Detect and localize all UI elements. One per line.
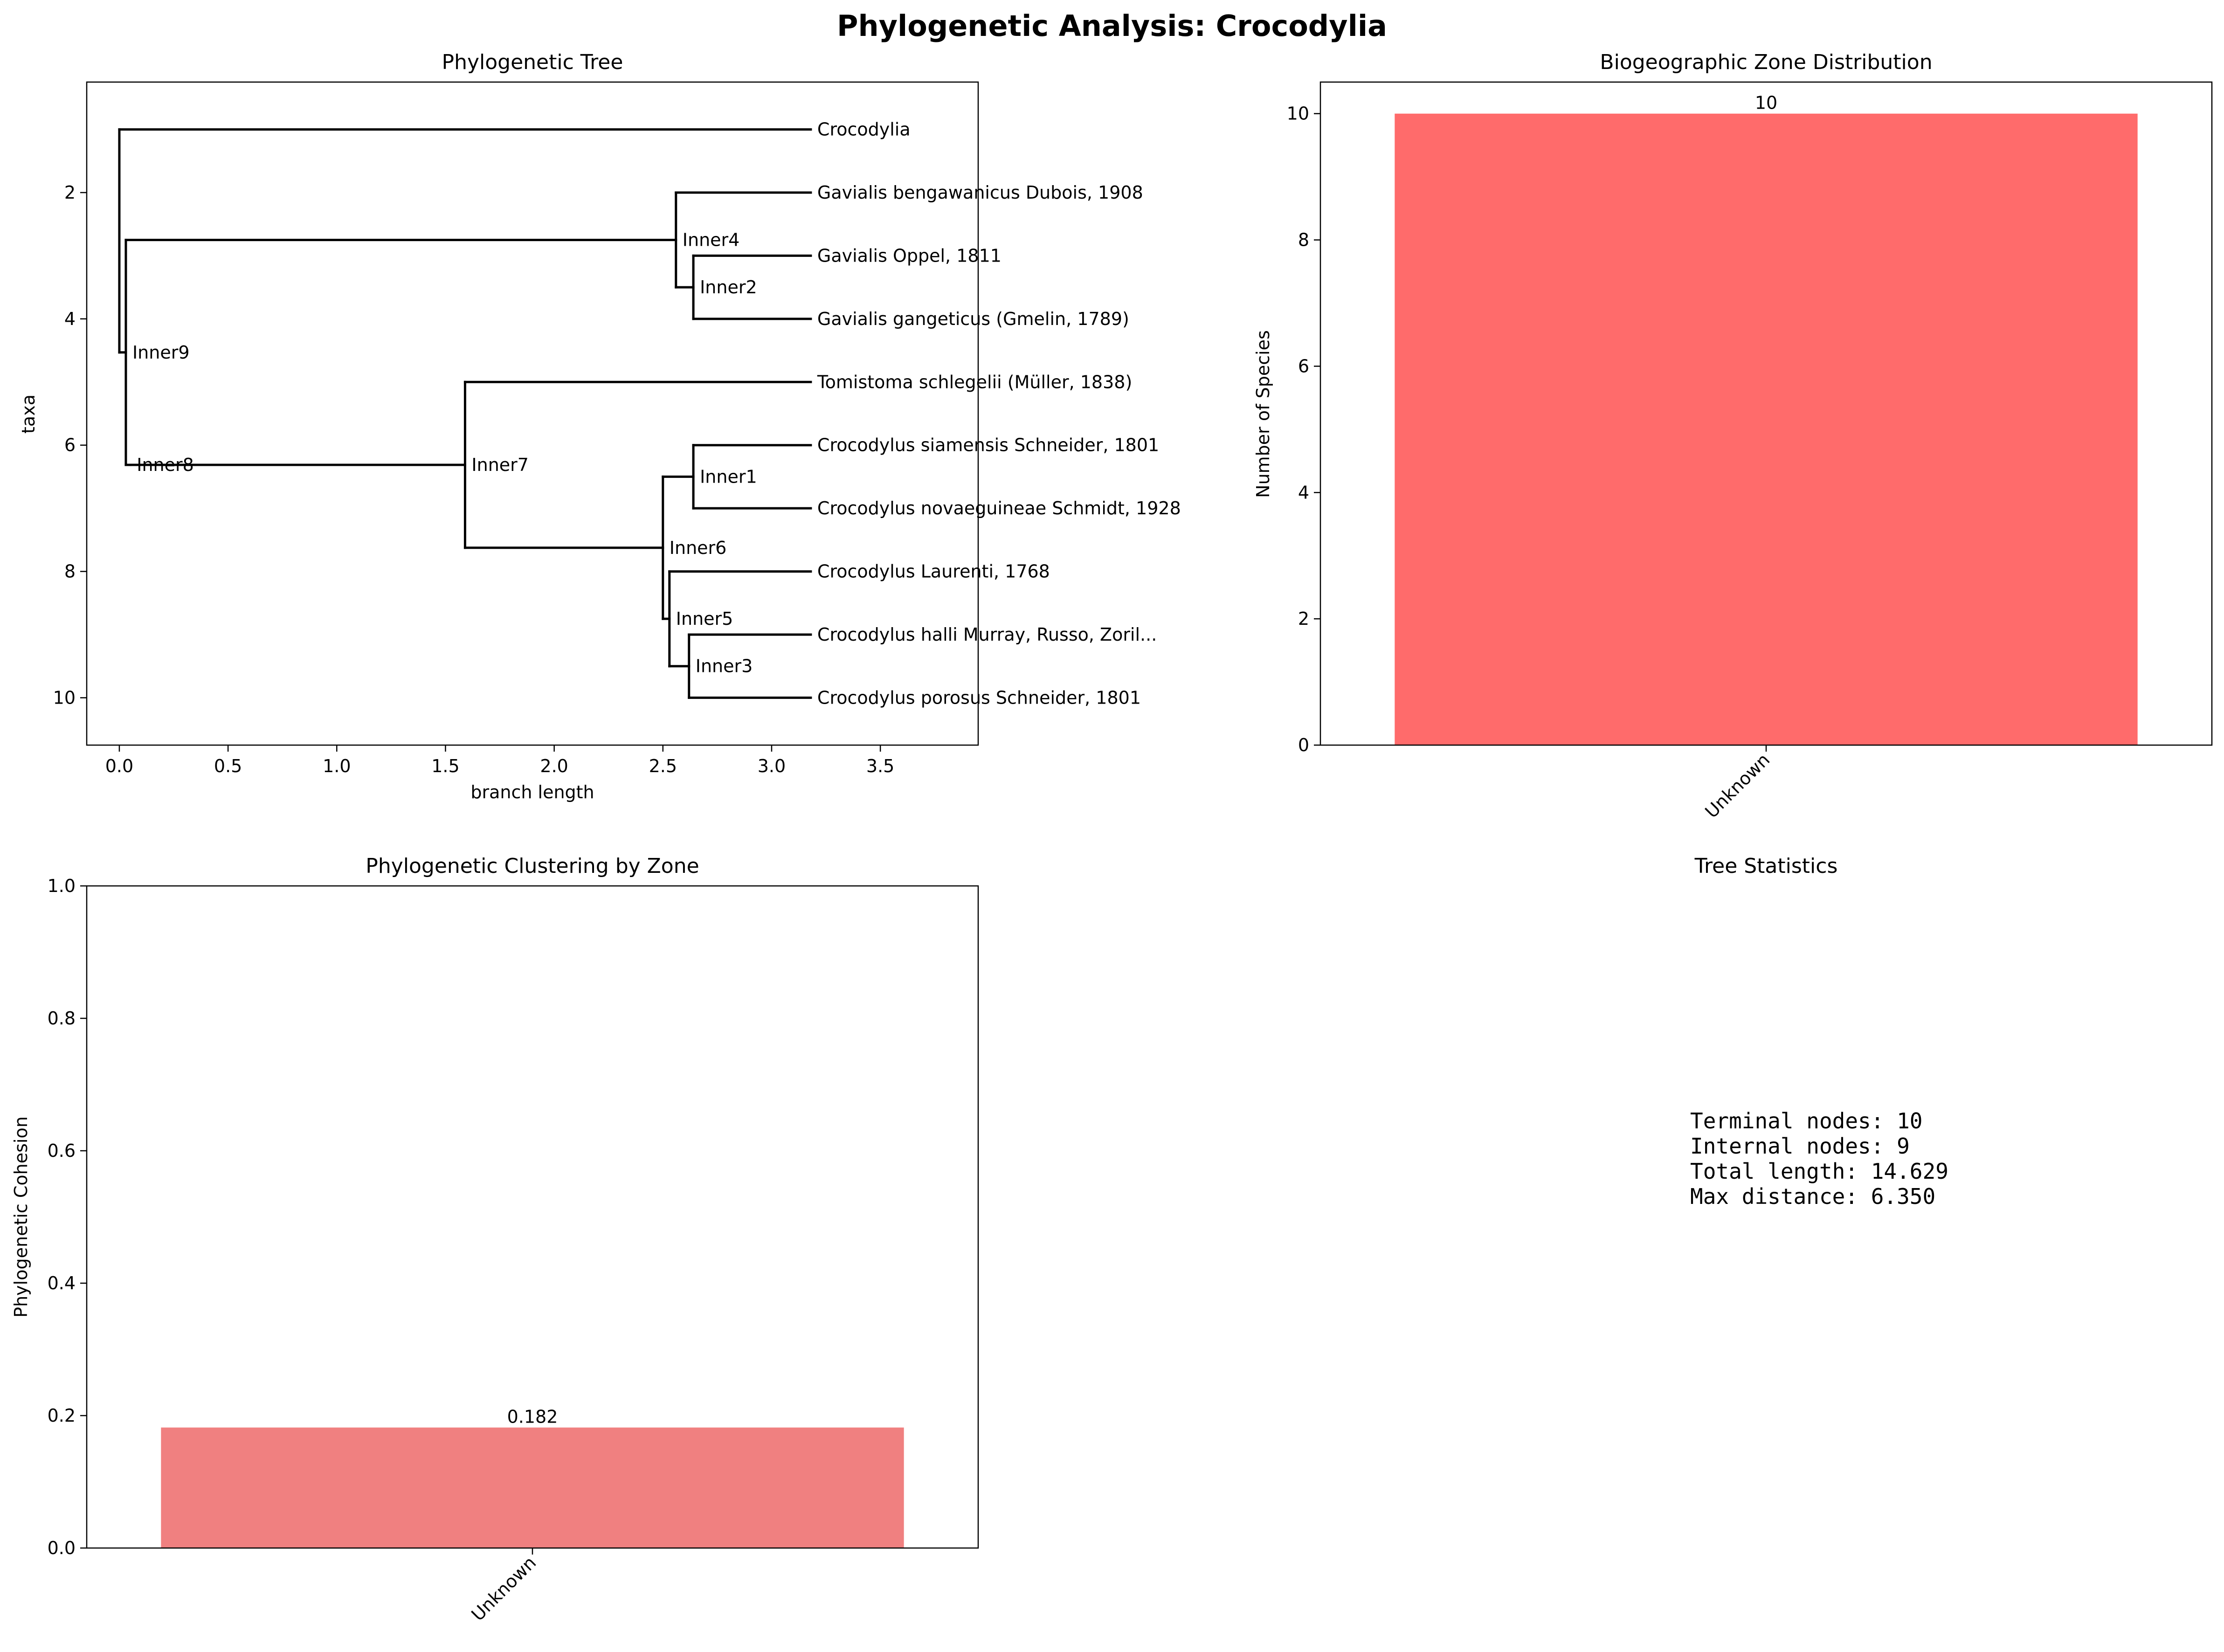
clustering-title: Phylogenetic Clustering by Zone bbox=[366, 854, 699, 878]
tree-x-tick-label: 1.0 bbox=[323, 756, 351, 776]
tree-internal-label: Inner1 bbox=[700, 466, 757, 487]
tree-y-tick-label: 4 bbox=[64, 309, 76, 329]
tree-leaf-label: Crocodylus novaeguineae Schmidt, 1928 bbox=[817, 498, 1181, 518]
tree-y-tick-label: 8 bbox=[64, 561, 76, 582]
zone-distribution-y-tick-label: 0 bbox=[1298, 735, 1309, 755]
zone-distribution-y-ticks: 0 2 4 6 8 10 bbox=[1287, 104, 1320, 755]
clustering-panel: Phylogenetic Clustering by Zone 0.182 0.… bbox=[11, 854, 979, 1625]
clustering-y-tick-label: 0.4 bbox=[48, 1273, 76, 1293]
tree-y-ticks: 2 4 6 8 10 bbox=[53, 182, 87, 708]
zone-distribution-bar bbox=[1395, 113, 2138, 746]
tree-internal-label: Inner5 bbox=[676, 608, 733, 629]
tree-axes-frame bbox=[86, 81, 979, 746]
clustering-y-tick-label: 0.0 bbox=[48, 1538, 76, 1558]
zone-distribution-title: Biogeographic Zone Distribution bbox=[1600, 50, 1932, 74]
tree-x-tick-label: 0.5 bbox=[214, 756, 242, 776]
tree-statistics-title: Tree Statistics bbox=[1694, 854, 1838, 878]
zone-distribution-y-tick-label: 6 bbox=[1298, 356, 1309, 376]
tree-x-tick-label: 1.5 bbox=[431, 756, 459, 776]
zone-distribution-x-ticks: Unknown bbox=[1701, 745, 1774, 822]
clustering-y-ticks: 0.0 0.2 0.4 0.6 0.8 1.0 bbox=[48, 876, 87, 1558]
tree-leaf-label: Gavialis gangeticus (Gmelin, 1789) bbox=[817, 309, 1129, 329]
tree-statistics-line: Internal nodes: 9 bbox=[1690, 1134, 1910, 1159]
phylogenetic-tree-panel: Phylogenetic Tree Crocodylia Gavialis ben… bbox=[18, 50, 1181, 802]
tree-y-tick-label: 6 bbox=[64, 435, 76, 456]
tree-statistics-panel: Tree Statistics Terminal nodes: 10Intern… bbox=[1690, 854, 1948, 1209]
zone-distribution-data-label: 10 bbox=[1755, 93, 1777, 113]
tree-leaf-label: Crocodylus Laurenti, 1768 bbox=[817, 561, 1050, 582]
clustering-bar bbox=[161, 1427, 904, 1548]
tree-xlabel: branch length bbox=[470, 782, 594, 802]
tree-leaf-label: Gavialis Oppel, 1811 bbox=[817, 245, 1001, 266]
clustering-x-ticks: Unknown bbox=[468, 1548, 540, 1625]
tree-internal-label: Inner7 bbox=[471, 455, 529, 475]
tree-internal-label: Inner2 bbox=[700, 277, 757, 297]
clustering-y-tick-label: 0.8 bbox=[48, 1008, 76, 1029]
zone-distribution-y-tick-label: 8 bbox=[1298, 230, 1309, 250]
tree-x-ticks: 0.0 0.5 1.0 1.5 2.0 2.5 3.0 3.5 bbox=[105, 745, 894, 776]
tree-x-tick-label: 2.0 bbox=[540, 756, 568, 776]
figure-title: Phylogenetic Analysis: Crocodylia bbox=[837, 9, 1387, 43]
tree-internal-label: Inner6 bbox=[670, 538, 727, 558]
tree-leaf-labels: Crocodylia Gavialis bengawanicus Dubois, … bbox=[817, 119, 1181, 708]
clustering-y-tick-label: 1.0 bbox=[48, 876, 76, 896]
tree-x-tick-label: 3.0 bbox=[758, 756, 786, 776]
tree-internal-label: Inner9 bbox=[132, 342, 190, 363]
tree-leaf-label: Tomistoma schlegelii (Müller, 1838) bbox=[817, 372, 1132, 392]
tree-statistics-line: Total length: 14.629 bbox=[1690, 1159, 1948, 1184]
tree-y-tick-label: 2 bbox=[64, 182, 76, 203]
tree-internal-label: Inner8 bbox=[137, 455, 194, 475]
tree-statistics-line: Max distance: 6.350 bbox=[1690, 1184, 1935, 1209]
tree-title: Phylogenetic Tree bbox=[442, 50, 623, 74]
tree-x-tick-label: 0.0 bbox=[105, 756, 133, 776]
tree-internal-label: Inner4 bbox=[683, 230, 740, 250]
clustering-bars: 0.182 bbox=[161, 1407, 904, 1548]
tree-internal-labels: Inner9 Inner8 Inner4 Inner2 Inner7 Inner6 Inne… bbox=[132, 230, 757, 677]
tree-statistics-line: Terminal nodes: 10 bbox=[1690, 1108, 1923, 1134]
tree-x-tick-label: 3.5 bbox=[866, 756, 894, 776]
zone-distribution-bars: 10 bbox=[1395, 93, 2138, 746]
clustering-y-tick-label: 0.6 bbox=[48, 1141, 76, 1161]
zone-distribution-y-tick-label: 10 bbox=[1287, 104, 1309, 124]
tree-x-tick-label: 2.5 bbox=[649, 756, 677, 776]
tree-leaf-label: Crocodylia bbox=[817, 119, 911, 140]
zone-distribution-y-tick-label: 4 bbox=[1298, 482, 1309, 503]
tree-leaf-label: Crocodylus halli Murray, Russo, Zoril... bbox=[817, 624, 1157, 645]
tree-ylabel: taxa bbox=[18, 394, 39, 434]
tree-leaf-label: Gavialis bengawanicus Dubois, 1908 bbox=[817, 182, 1143, 203]
tree-leaf-label: Crocodylus siamensis Schneider, 1801 bbox=[817, 435, 1159, 456]
zone-distribution-panel: Biogeographic Zone Distribution 10 0 2 4 6 8… bbox=[1253, 50, 2213, 822]
tree-leaf-label: Crocodylus porosus Schneider, 1801 bbox=[817, 687, 1141, 708]
tree-branches bbox=[118, 128, 812, 699]
clustering-data-label: 0.182 bbox=[507, 1407, 558, 1427]
zone-distribution-x-tick-label: Unknown bbox=[1701, 749, 1774, 822]
zone-distribution-y-tick-label: 2 bbox=[1298, 608, 1309, 629]
clustering-x-tick-label: Unknown bbox=[468, 1552, 540, 1625]
tree-internal-label: Inner3 bbox=[696, 656, 753, 677]
clustering-ylabel: Phylogenetic Cohesion bbox=[11, 1116, 31, 1318]
clustering-y-tick-label: 0.2 bbox=[48, 1405, 76, 1426]
zone-distribution-ylabel: Number of Species bbox=[1253, 330, 1273, 498]
tree-y-tick-label: 10 bbox=[53, 687, 76, 708]
